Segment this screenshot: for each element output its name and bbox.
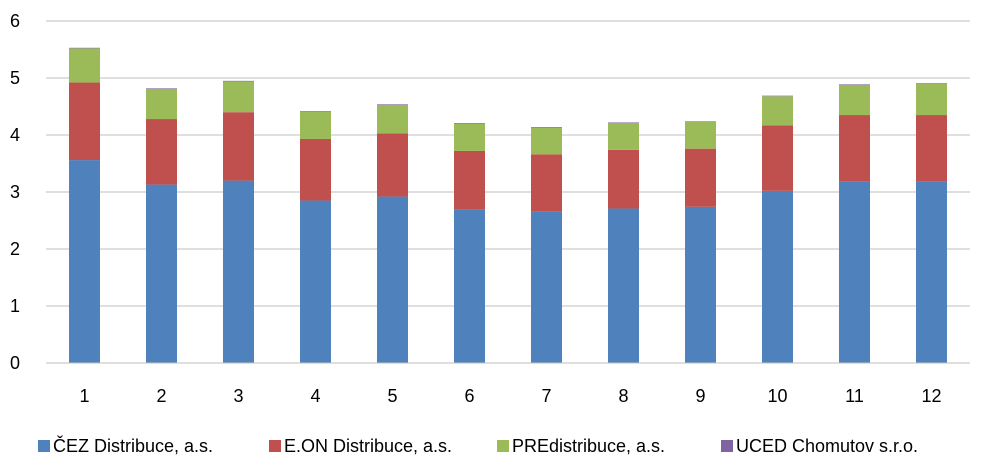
bar-segment-2-11 (839, 115, 870, 182)
y-axis-tick-labels: 0 1 2 3 4 5 6 (10, 11, 20, 373)
bar-segment-3-8 (608, 123, 639, 150)
y-tick-label: 3 (10, 182, 20, 202)
bar-segment-2-8 (608, 149, 639, 209)
bar-segment-2-10 (762, 125, 793, 191)
bar-segment-3-3 (223, 81, 254, 113)
bar-segment-1-3 (223, 180, 254, 363)
bar-segment-4-6 (454, 123, 485, 124)
bar-segment-3-12 (916, 83, 947, 116)
bar-segment-3-7 (531, 127, 562, 155)
legend: ČEZ Distribuce, a.s. E.ON Distribuce, a.s… (38, 435, 918, 456)
bar-segment-3-4 (300, 111, 331, 139)
bar-segment-1-9 (685, 206, 716, 363)
bar-segment-4-9 (685, 121, 716, 122)
bar-segment-4-8 (608, 122, 639, 124)
bar-segment-2-2 (146, 119, 177, 185)
x-tick-label: 4 (310, 386, 320, 406)
y-tick-label: 2 (10, 239, 20, 259)
bar-segment-4-1 (69, 47, 100, 49)
bar-segment-4-12 (916, 83, 947, 84)
bar-segment-2-4 (300, 138, 331, 201)
bar-segment-1-11 (839, 181, 870, 363)
bar-segment-3-10 (762, 96, 793, 126)
x-tick-label: 10 (767, 386, 787, 406)
x-tick-label: 7 (541, 386, 551, 406)
bar-segment-4-4 (300, 111, 331, 112)
x-axis-tick-labels: 1 2 3 4 5 6 7 8 9 10 11 12 (79, 386, 941, 406)
x-tick-label: 8 (618, 386, 628, 406)
bar-segment-2-12 (916, 115, 947, 182)
x-tick-label: 6 (464, 386, 474, 406)
legend-label: PREdistribuce, a.s. (512, 436, 665, 456)
y-tick-label: 1 (10, 296, 20, 316)
x-tick-label: 5 (387, 386, 397, 406)
bar-segment-1-5 (377, 196, 408, 363)
bar-segment-1-4 (300, 200, 331, 363)
bar-segment-3-9 (685, 121, 716, 149)
bar-segment-1-7 (531, 211, 562, 363)
legend-label: E.ON Distribuce, a.s. (284, 436, 452, 456)
legend-swatch (721, 440, 733, 452)
x-tick-label: 1 (79, 386, 89, 406)
bar-segment-2-5 (377, 133, 408, 197)
bar-segment-1-8 (608, 208, 639, 363)
bar-segment-1-2 (146, 184, 177, 363)
bar-segment-4-5 (377, 104, 408, 105)
bar-segment-3-11 (839, 84, 870, 116)
x-tick-label: 11 (845, 386, 864, 406)
bar-segment-4-7 (531, 127, 562, 128)
bar-segment-2-9 (685, 148, 716, 207)
bar-segment-1-12 (916, 181, 947, 363)
bar-segment-4-10 (762, 95, 793, 97)
x-tick-label: 2 (156, 386, 166, 406)
bar-segment-1-6 (454, 209, 485, 363)
bar-segment-4-2 (146, 88, 177, 89)
y-tick-label: 5 (10, 68, 20, 88)
legend-swatch (497, 440, 509, 452)
x-tick-label: 3 (233, 386, 243, 406)
legend-label: UCED Chomutov s.r.o. (736, 436, 918, 456)
y-tick-label: 0 (10, 353, 20, 373)
bar-segment-3-6 (454, 123, 485, 151)
y-tick-label: 4 (10, 125, 20, 145)
bar-segment-4-11 (839, 84, 870, 85)
legend-swatch (269, 440, 281, 452)
bar-segment-2-1 (69, 82, 100, 161)
bar-segment-3-1 (69, 48, 100, 83)
legend-swatch (38, 440, 50, 452)
bar-segment-4-3 (223, 80, 254, 82)
gridlines (46, 20, 970, 307)
bars (69, 47, 947, 363)
x-tick-label: 12 (921, 386, 941, 406)
y-tick-label: 6 (10, 11, 20, 31)
legend-label: ČEZ Distribuce, a.s. (53, 435, 213, 456)
bar-segment-1-1 (69, 160, 100, 363)
x-tick-label: 9 (695, 386, 705, 406)
bar-segment-3-2 (146, 88, 177, 120)
bar-segment-2-6 (454, 150, 485, 210)
bar-segment-2-3 (223, 112, 254, 181)
bar-segment-2-7 (531, 154, 562, 212)
bar-segment-3-5 (377, 104, 408, 134)
bar-segment-1-10 (762, 190, 793, 363)
